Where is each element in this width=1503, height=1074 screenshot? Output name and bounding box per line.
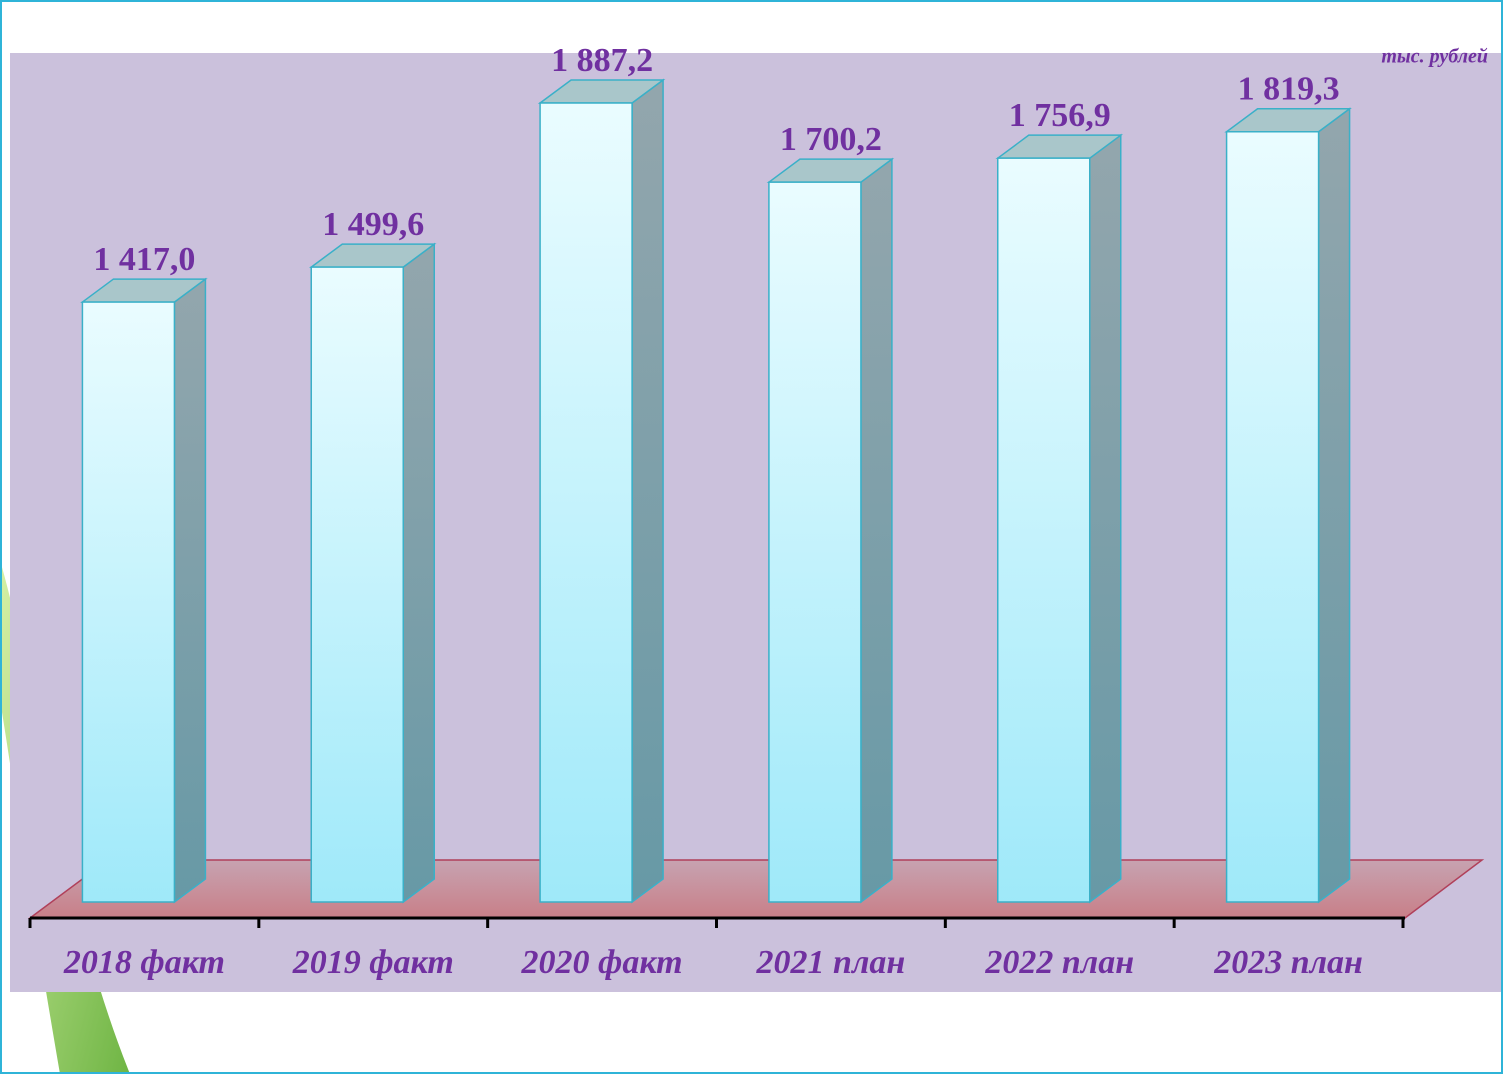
value-label: 1 819,3: [1238, 71, 1340, 108]
bar: [539, 102, 633, 903]
bar-side: [631, 78, 664, 904]
bar-group: [308, 242, 437, 904]
bar-group: [1224, 107, 1352, 904]
bar: [768, 181, 862, 903]
bar: [1225, 130, 1320, 903]
bar-side: [1317, 107, 1351, 904]
bar-side: [860, 157, 893, 904]
bar-group: [80, 277, 208, 904]
bar-side: [1089, 133, 1122, 904]
unit-label: тыс. рублей: [1381, 46, 1488, 68]
bar: [81, 301, 176, 903]
value-label: 1 417,0: [93, 241, 195, 278]
bar-group: [995, 133, 1124, 904]
value-label: 1 887,2: [551, 42, 653, 79]
x-tick-label: 2023 план: [1213, 944, 1363, 981]
value-label: 1 499,6: [322, 206, 424, 243]
value-label: 1 700,2: [780, 121, 882, 158]
bar-group: [537, 78, 666, 904]
bar: [310, 266, 404, 903]
x-tick-label: 2020 факт: [521, 944, 683, 981]
bar: [997, 157, 1091, 903]
value-label: 1 756,9: [1009, 97, 1111, 134]
bar-side: [402, 242, 435, 904]
x-tick-label: 2022 план: [984, 944, 1134, 981]
x-tick-label: 2019 факт: [292, 944, 454, 981]
x-tick-label: 2018 факт: [63, 944, 225, 981]
bar-group: [766, 157, 895, 904]
x-tick-label: 2021 план: [756, 944, 906, 981]
bar-side: [173, 277, 207, 904]
